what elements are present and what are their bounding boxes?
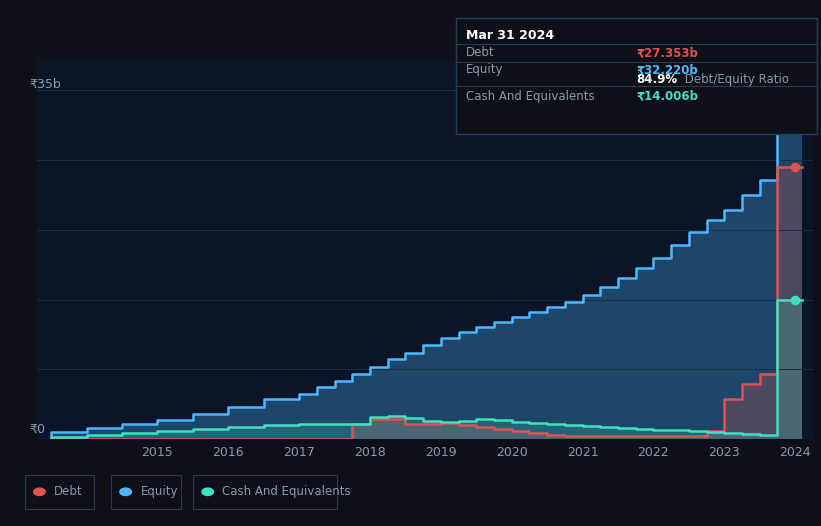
Point <box>788 163 801 171</box>
Text: ₹35b: ₹35b <box>30 77 61 90</box>
Text: Cash And Equivalents: Cash And Equivalents <box>466 90 594 103</box>
Text: Debt/Equity Ratio: Debt/Equity Ratio <box>681 73 790 86</box>
Text: ₹32.220b: ₹32.220b <box>636 64 698 76</box>
Text: ₹0: ₹0 <box>30 422 45 436</box>
Text: Cash And Equivalents: Cash And Equivalents <box>222 485 351 498</box>
Point <box>788 114 801 123</box>
Text: ₹14.006b: ₹14.006b <box>636 90 699 103</box>
Text: 84.9%: 84.9% <box>636 73 677 86</box>
Text: ₹27.353b: ₹27.353b <box>636 46 698 59</box>
Text: Debt: Debt <box>466 46 494 59</box>
Text: Equity: Equity <box>466 64 503 76</box>
Text: Equity: Equity <box>140 485 178 498</box>
Text: Debt: Debt <box>54 485 83 498</box>
Text: Mar 31 2024: Mar 31 2024 <box>466 29 553 42</box>
Point <box>788 296 801 304</box>
